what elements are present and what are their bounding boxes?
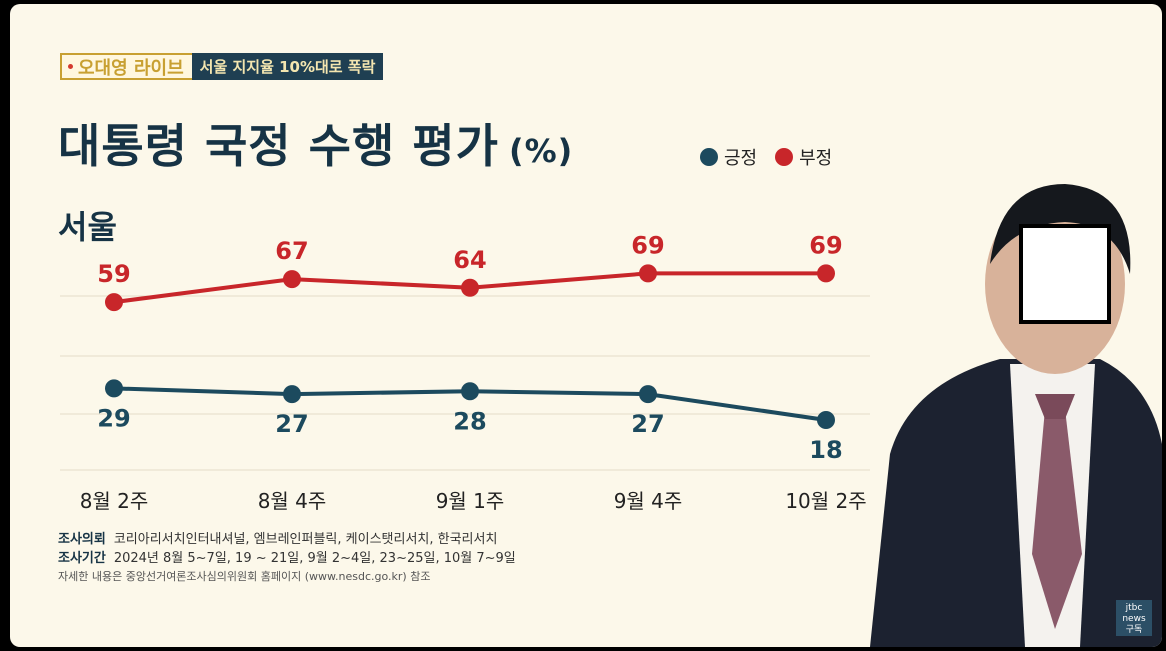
title-text: 대통령 국정 수행 평가 — [58, 119, 499, 173]
data-label-0-2: 28 — [453, 407, 486, 435]
x-tick-label-1: 8월 4주 — [258, 489, 327, 513]
chart-title: 대통령 국정 수행 평가 (%) — [58, 110, 573, 176]
source-period-value: 2024년 8월 5~7일, 19 ~ 21일, 9월 2~4일, 23~25일… — [113, 551, 516, 566]
program-name-text: 오대영 라이브 — [78, 57, 184, 79]
line-chart: 29 27 28 27 18 59 67 64 69 69 8월 2주 8월 4주 9월 1주 9월 4주… — [60, 231, 870, 513]
x-tick-label-3: 9월 4주 — [614, 489, 683, 513]
data-point-1-1 — [283, 270, 301, 289]
legend: 긍정 부정 — [700, 144, 832, 170]
data-point-1-2 — [461, 278, 479, 297]
source-client: 조사의뢰 코리아리서치인터내셔널, 엠브레인퍼블릭, 케이스탯리서치, 한국리서치 — [58, 528, 497, 547]
person-image — [870, 184, 1162, 647]
data-label-1-1: 67 — [275, 237, 308, 265]
data-point-0-0 — [105, 379, 123, 398]
data-label-0-0: 29 — [97, 404, 130, 432]
data-label-1-4: 69 — [809, 231, 842, 259]
legend-positive-label: 긍정 — [724, 148, 758, 169]
data-point-0-2 — [461, 382, 479, 401]
x-tick-label-0: 8월 2주 — [80, 489, 149, 513]
data-point-1-0 — [105, 293, 123, 312]
data-label-1-0: 59 — [97, 260, 130, 288]
region-label: 서울 — [58, 208, 117, 246]
legend-negative-swatch — [775, 148, 794, 166]
x-tick-label-2: 9월 1주 — [436, 489, 505, 513]
x-tick-label-4: 10월 2주 — [785, 489, 866, 513]
logo-line2: news — [1122, 614, 1146, 624]
chart-card: 오대영 라이브 서울 지지율 10%대로 폭락 대통령 국정 수행 평가 (%) … — [10, 4, 1162, 647]
legend-positive-swatch — [700, 148, 718, 166]
source-client-label: 조사의뢰 — [58, 532, 106, 547]
data-label-0-3: 27 — [631, 410, 664, 438]
channel-logo: jtbc news 구독 — [1116, 600, 1152, 636]
logo-line1: jtbc — [1125, 603, 1143, 613]
data-point-1-3 — [639, 264, 657, 283]
legend-positive: 긍정 — [700, 144, 757, 170]
data-point-0-4 — [817, 411, 835, 429]
data-point-0-3 — [639, 385, 657, 404]
title-unit: (%) — [508, 132, 574, 170]
headline: 서울 지지율 10%대로 폭락 — [191, 53, 384, 80]
data-label-0-4: 18 — [809, 436, 842, 464]
source-note: 자세한 내용은 중앙선거여론조사심의위원회 홈페이지 (www.nesdc.go… — [58, 570, 431, 583]
dot-icon — [68, 64, 73, 69]
legend-negative: 부정 — [775, 144, 832, 170]
program-badge: 오대영 라이브 서울 지지율 10%대로 폭락 — [60, 53, 384, 80]
legend-negative-label: 부정 — [799, 148, 833, 169]
data-point-0-1 — [283, 385, 301, 404]
program-name: 오대영 라이브 — [60, 53, 192, 80]
data-point-1-4 — [817, 264, 835, 283]
source-period: 조사기간 2024년 8월 5~7일, 19 ~ 21일, 9월 2~4일, 23… — [58, 547, 516, 566]
logo-line3: 구독 — [1125, 625, 1143, 635]
data-label-0-1: 27 — [275, 410, 308, 438]
data-label-1-3: 69 — [631, 231, 664, 259]
source-period-label: 조사기간 — [58, 551, 106, 566]
data-label-1-2: 64 — [453, 246, 486, 274]
source-client-value: 코리아리서치인터내셔널, 엠브레인퍼블릭, 케이스탯리서치, 한국리서치 — [113, 532, 498, 547]
